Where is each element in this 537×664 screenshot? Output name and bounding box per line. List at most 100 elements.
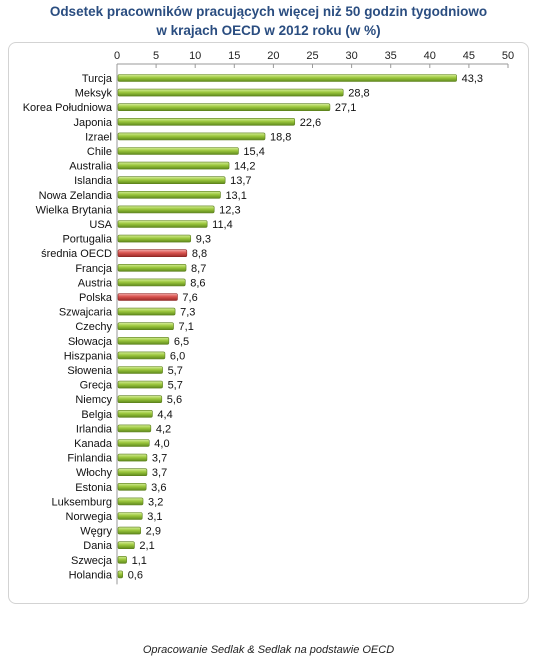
category-label: Włochy [76, 467, 113, 479]
data-label: 3,1 [147, 511, 162, 523]
data-label: 4,4 [157, 409, 172, 421]
category-label: Nowa Zelandia [39, 190, 113, 202]
category-label: Islandia [74, 175, 113, 187]
category-label: Austria [78, 277, 113, 289]
bar-highlight [117, 293, 178, 301]
data-label: 8,6 [190, 277, 205, 289]
category-label: Francja [75, 263, 113, 275]
data-label: 6,5 [174, 336, 189, 348]
source-note: Opracowanie Sedlak & Sedlak na podstawie… [142, 644, 395, 656]
category-label: Korea Południowa [23, 102, 113, 114]
category-label: Holandia [69, 569, 113, 581]
data-label: 1,1 [132, 555, 147, 567]
bar [117, 351, 166, 360]
data-label: 4,2 [156, 423, 171, 435]
data-label: 43,3 [462, 73, 483, 85]
bar [117, 482, 147, 491]
data-label: 27,1 [335, 102, 356, 114]
data-label: 0,6 [128, 569, 143, 581]
bar [117, 161, 230, 170]
x-tick-label: 30 [345, 50, 357, 62]
category-label: Niemcy [75, 394, 112, 406]
data-label: 11,4 [212, 219, 233, 231]
bar [117, 176, 226, 184]
data-label: 2,9 [146, 526, 161, 538]
data-label: 12,3 [219, 204, 240, 216]
category-label: Australia [69, 161, 113, 173]
category-label: Irlandia [76, 423, 113, 435]
category-label: Portugalia [62, 234, 112, 246]
x-tick-label: 50 [502, 50, 514, 62]
data-label: 3,6 [151, 482, 166, 494]
category-label: Czechy [75, 321, 112, 333]
category-label: Dania [83, 540, 113, 552]
category-label: Turcja [82, 73, 113, 85]
category-label: Meksyk [75, 88, 113, 100]
chart-title: Odsetek pracowników pracujących więcej n… [0, 2, 537, 40]
data-label: 2,1 [139, 540, 154, 552]
bar [117, 147, 239, 155]
data-label: 3,7 [152, 467, 167, 479]
category-label: Słowenia [67, 365, 113, 377]
bar [117, 424, 152, 433]
data-label: 13,1 [225, 190, 246, 202]
bar [117, 278, 186, 287]
data-label: 4,0 [154, 438, 169, 450]
x-tick-label: 20 [267, 50, 279, 62]
bar [117, 307, 176, 316]
data-label: 7,6 [182, 292, 197, 304]
bar [117, 191, 221, 199]
category-label: Finlandia [67, 453, 113, 465]
bar [117, 453, 148, 462]
bar [117, 570, 123, 579]
bar [117, 336, 170, 345]
bar [117, 322, 174, 331]
data-label: 6,0 [170, 350, 185, 362]
bar [117, 468, 148, 477]
bar [117, 497, 144, 506]
category-label: Estonia [75, 482, 113, 494]
category-label: Szwecja [71, 555, 113, 567]
data-label: 8,7 [191, 263, 206, 275]
category-label: Japonia [73, 117, 112, 129]
bar [117, 380, 163, 389]
category-label: Polska [79, 292, 113, 304]
category-label: Grecja [80, 380, 113, 392]
category-label: Belgia [81, 409, 112, 421]
bar [117, 74, 457, 82]
data-label: 28,8 [348, 88, 369, 100]
x-tick-label: 5 [153, 50, 159, 62]
bar [117, 88, 344, 97]
bar [117, 409, 153, 418]
bar [117, 118, 296, 126]
bar-highlight [117, 249, 188, 257]
category-label: Szwajcaria [59, 307, 113, 319]
data-label: 13,7 [230, 175, 251, 187]
data-label: 3,7 [152, 453, 167, 465]
category-label: Luksemburg [51, 496, 112, 508]
data-label: 9,3 [196, 234, 211, 246]
x-tick-label: 15 [228, 50, 240, 62]
x-tick-label: 10 [189, 50, 201, 62]
bar [117, 263, 187, 272]
data-label: 5,6 [167, 394, 182, 406]
bar [117, 132, 266, 141]
bar [117, 366, 163, 374]
data-label: 3,2 [148, 496, 163, 508]
data-label: 14,2 [234, 161, 255, 173]
data-label: 5,7 [168, 380, 183, 392]
x-tick-label: 45 [463, 50, 475, 62]
x-tick-label: 35 [385, 50, 397, 62]
chart-title-line-1: Odsetek pracowników pracujących więcej n… [49, 4, 488, 19]
category-label: Norwegia [66, 511, 113, 523]
bar [117, 439, 150, 447]
data-label: 7,3 [180, 307, 195, 319]
bar [117, 205, 215, 214]
data-label: 8,8 [192, 248, 207, 260]
category-label: średnia OECD [41, 248, 112, 260]
data-label: 7,1 [179, 321, 194, 333]
category-label: Słowacja [68, 336, 113, 348]
category-label: Chile [87, 146, 112, 158]
x-tick-label: 40 [424, 50, 436, 62]
x-tick-label: 25 [306, 50, 318, 62]
